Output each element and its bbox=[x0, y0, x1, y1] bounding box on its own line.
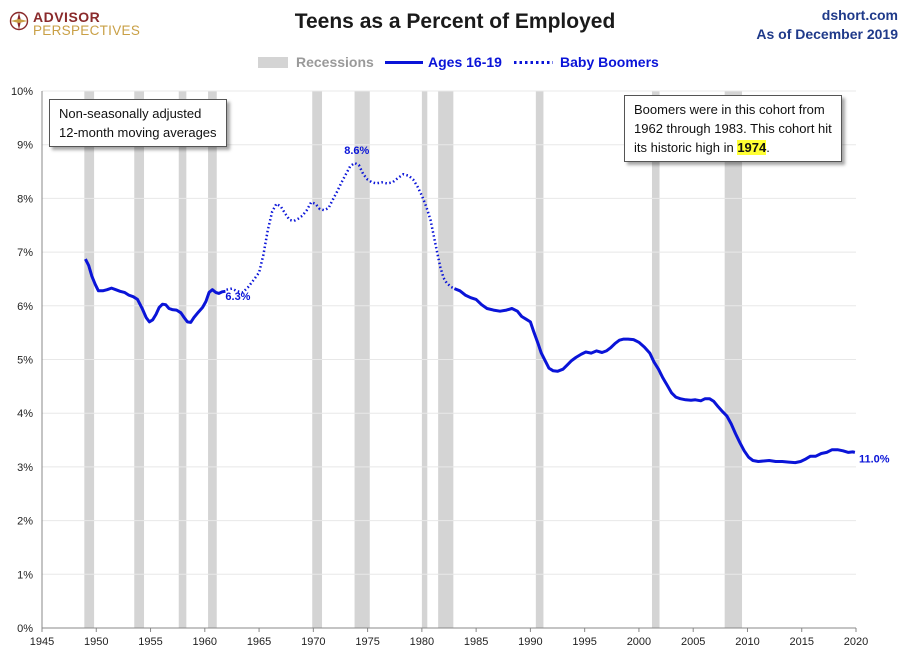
x-tick-label: 1990 bbox=[518, 636, 542, 648]
legend-boomers-label: Baby Boomers bbox=[560, 54, 659, 70]
x-tick-label: 1955 bbox=[138, 636, 162, 648]
y-tick-label: 3% bbox=[17, 462, 33, 474]
series-ages-16-19-line-0 bbox=[84, 258, 226, 324]
x-tick-label: 1970 bbox=[301, 636, 325, 648]
gridlines bbox=[42, 90, 856, 575]
note-left-line1: Non-seasonally adjusted bbox=[59, 106, 202, 121]
data-labels: 6.3% 8.6% 11.0% bbox=[225, 145, 889, 466]
note-right-line3-pre: its historic high in bbox=[634, 140, 738, 155]
x-tick-label: 1950 bbox=[84, 636, 108, 648]
y-tick-label: 6% bbox=[17, 301, 33, 313]
note-right-line1: Boomers were in this cohort from bbox=[634, 102, 825, 117]
logo: ADVISOR PERSPECTIVES bbox=[6, 7, 166, 38]
data-label-0: 6.3% bbox=[225, 291, 250, 303]
x-tick-label: 1980 bbox=[410, 636, 434, 648]
x-tick-label: 2015 bbox=[789, 636, 813, 648]
series-baby-boomers-line-1 bbox=[226, 161, 455, 294]
x-tick-label: 2005 bbox=[681, 636, 705, 648]
x-tick-label: 1975 bbox=[355, 636, 379, 648]
x-tick-label: 1985 bbox=[464, 636, 488, 648]
legend-ages-label: Ages 16-19 bbox=[428, 54, 502, 70]
x-tick-label: 2000 bbox=[627, 636, 651, 648]
note-left-line2: 12-month moving averages bbox=[59, 125, 217, 140]
as-of-date: As of December 2019 bbox=[756, 26, 898, 42]
logo-bottom-text: PERSPECTIVES bbox=[33, 23, 141, 38]
y-tick-label: 9% bbox=[17, 140, 33, 152]
legend: Recessions Ages 16-19 Baby Boomers bbox=[258, 54, 659, 70]
legend-recession-swatch bbox=[258, 57, 288, 68]
y-tick-label: 5% bbox=[17, 355, 33, 367]
y-tick-label: 7% bbox=[17, 247, 33, 259]
logo-top-text: ADVISOR bbox=[33, 9, 101, 25]
y-tick-label: 10% bbox=[11, 86, 33, 98]
axes: 0% 1% 2% 3% 4% 5% 6% 7% 8% 9% 10% 1945 1950 1955 1960 1… bbox=[11, 86, 868, 648]
site-name: dshort.com bbox=[821, 7, 898, 23]
y-tick-label: 4% bbox=[17, 408, 33, 420]
x-tick-label: 2020 bbox=[844, 636, 868, 648]
chart-title: Teens as a Percent of Employed bbox=[294, 10, 616, 33]
note-right-highlight: 1974 bbox=[737, 140, 767, 155]
x-tick-label: 1945 bbox=[30, 636, 54, 648]
y-tick-label: 0% bbox=[17, 623, 33, 635]
note-right-line3: its historic high in 1974. bbox=[634, 138, 832, 157]
y-tick-label: 1% bbox=[17, 569, 33, 581]
y-tick-label: 8% bbox=[17, 193, 33, 205]
x-tick-label: 1960 bbox=[193, 636, 217, 648]
x-tick-label: 1995 bbox=[572, 636, 596, 648]
compass-icon bbox=[9, 11, 29, 31]
x-tick-label: 2010 bbox=[735, 636, 759, 648]
note-right-line2: 1962 through 1983. This cohort hit bbox=[634, 121, 832, 136]
y-tick-label: 2% bbox=[17, 516, 33, 528]
series-ages-16-19-line-2 bbox=[453, 287, 856, 465]
note-right: Boomers were in this cohort from 1962 th… bbox=[624, 95, 842, 162]
x-tick-label: 1965 bbox=[247, 636, 271, 648]
series-lines bbox=[84, 161, 856, 465]
legend-recession-label: Recessions bbox=[296, 54, 374, 70]
note-left: Non-seasonally adjusted 12-month moving … bbox=[49, 99, 227, 147]
data-label-1: 8.6% bbox=[344, 145, 369, 157]
data-label-2: 11.0% bbox=[859, 454, 890, 466]
note-right-line3-post: . bbox=[766, 140, 770, 155]
